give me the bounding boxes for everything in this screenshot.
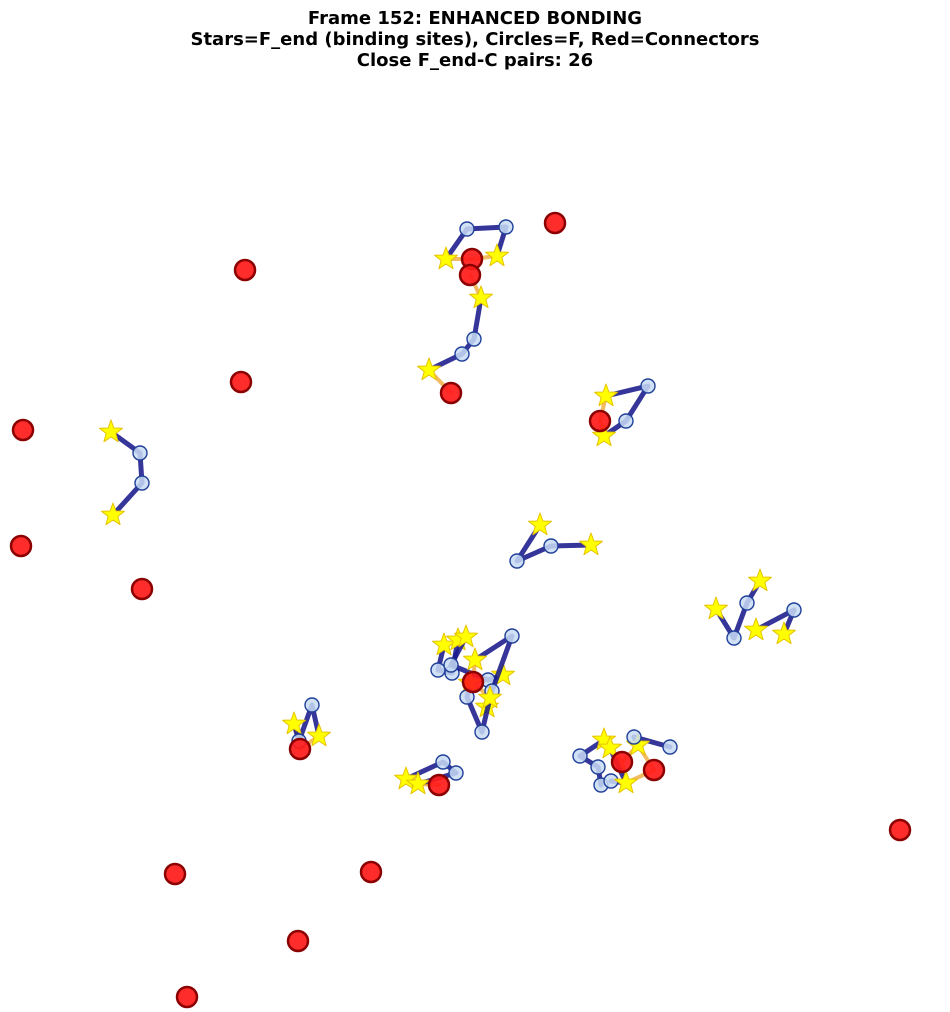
- connector-point: [359, 860, 383, 884]
- f-end-star: [282, 711, 306, 735]
- f-end-star: [417, 357, 441, 381]
- f-circle: [454, 346, 470, 362]
- f-circle: [459, 221, 475, 237]
- connector-point: [461, 670, 485, 694]
- f-end-star: [704, 596, 728, 620]
- chain-layer: [99, 219, 802, 795]
- f-circle: [640, 378, 656, 394]
- connector-point: [229, 370, 253, 394]
- connector-point: [286, 929, 310, 953]
- connector-point: [175, 985, 199, 1009]
- f-circle: [572, 748, 588, 764]
- connector-point: [130, 577, 154, 601]
- connector-point: [9, 534, 33, 558]
- f-chain: [592, 378, 656, 447]
- f-circle: [443, 657, 459, 673]
- f-circle: [509, 553, 525, 569]
- connector-point: [288, 737, 312, 761]
- f-chain: [99, 419, 150, 526]
- f-end-star: [463, 647, 487, 671]
- f-circle: [786, 602, 802, 618]
- f-circle: [590, 759, 606, 775]
- f-circle: [543, 538, 559, 554]
- f-circle: [435, 754, 451, 770]
- f-circle: [448, 765, 464, 781]
- connector-point: [163, 862, 187, 886]
- f-end-star: [748, 568, 772, 592]
- f-circle: [430, 662, 446, 678]
- f-circle: [626, 729, 642, 745]
- connector-point: [888, 818, 912, 842]
- f-end-star: [772, 621, 796, 645]
- f-chain: [744, 602, 802, 645]
- chain-line: [426, 295, 484, 373]
- chain-line: [291, 702, 322, 744]
- connector-point: [543, 211, 567, 235]
- f-chain: [434, 219, 514, 270]
- connector-layer: [9, 211, 912, 1009]
- connector-point: [458, 263, 482, 287]
- f-end-star: [469, 285, 493, 309]
- f-circle: [132, 445, 148, 461]
- f-end-star: [434, 246, 458, 270]
- chart-title-line-3: Close F_end-C pairs: 26: [356, 50, 594, 71]
- f-chain: [509, 512, 603, 569]
- f-chain: [417, 285, 493, 381]
- chain-line: [443, 224, 509, 262]
- f-end-star: [598, 735, 622, 759]
- f-end-star: [579, 532, 603, 556]
- f-end-star: [394, 766, 418, 790]
- f-circle: [466, 331, 482, 347]
- chart-title-line-2: Stars=F_end (binding sites), Circles=F, …: [190, 29, 760, 50]
- f-end-star: [307, 723, 331, 747]
- connector-point: [642, 758, 666, 782]
- f-end-star: [594, 383, 618, 407]
- f-end-star: [491, 662, 515, 686]
- connector-point: [427, 773, 451, 797]
- chain-line: [108, 429, 145, 518]
- f-circle: [739, 595, 755, 611]
- f-chain: [704, 568, 772, 646]
- f-circle: [474, 724, 490, 740]
- f-end-star: [454, 624, 478, 648]
- f-end-star: [478, 685, 502, 709]
- f-circle: [304, 697, 320, 713]
- chain-line: [601, 383, 651, 439]
- f-circle: [134, 475, 150, 491]
- connector-point: [439, 381, 463, 405]
- f-circle: [726, 630, 742, 646]
- f-circle: [504, 628, 520, 644]
- connector-point: [11, 418, 35, 442]
- f-circle: [498, 219, 514, 235]
- f-end-star: [614, 770, 638, 794]
- f-end-star: [744, 617, 768, 641]
- f-circle: [618, 413, 634, 429]
- connector-point: [233, 258, 257, 282]
- f-circle: [662, 739, 678, 755]
- f-end-star: [99, 419, 123, 443]
- f-end-star: [406, 771, 430, 795]
- connector-point: [610, 750, 634, 774]
- f-end-star: [101, 502, 125, 526]
- chart-title-line-1: Frame 152: ENHANCED BONDING: [307, 8, 643, 29]
- f-end-star: [592, 423, 616, 447]
- chain-line: [577, 737, 607, 788]
- f-end-star: [485, 243, 509, 267]
- chart-title: Frame 152: ENHANCED BONDING Stars=F_end …: [0, 8, 950, 71]
- f-chain: [626, 729, 678, 756]
- chain-line: [713, 578, 763, 641]
- chain-line: [514, 522, 594, 564]
- connector-point: [588, 409, 612, 433]
- f-circle: [603, 773, 619, 789]
- f-end-star: [528, 512, 552, 536]
